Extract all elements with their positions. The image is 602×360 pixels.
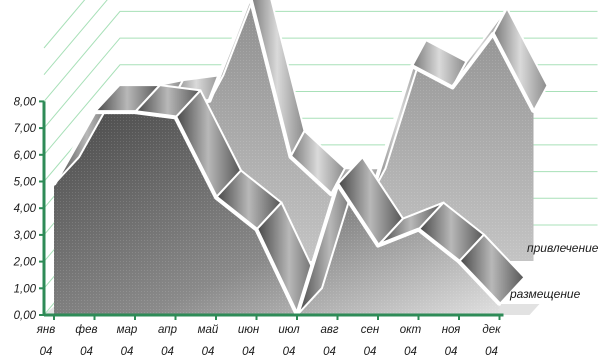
y-tick-label: 3,00 [14,230,37,242]
x-tick-label: ноя 04 [442,324,461,358]
legend-razmeshchenie: размещение [509,287,581,301]
privlechenie-point-11 [491,32,495,36]
y-tick-label: 1,00 [14,283,37,295]
x-tick-label: янв 04 [36,324,55,358]
razmeshchenie-point-11 [457,260,461,264]
razmeshchenie-point-1 [52,182,56,186]
razmeshchenie-point-3 [133,110,137,114]
razmeshchenie-point-8 [336,182,339,186]
razmeshchenie-point-5 [214,196,218,199]
labels: 0,00 1,00 2,00 3,00 4,00 5,00 6,00 7,00 8,00 янв 0… [13,96,599,358]
grid-line [43,0,108,76]
x-tick-label: июн 04 [238,324,260,358]
x-tick-label: апр 04 [158,324,178,358]
razmeshchenie-point-4 [174,115,177,119]
x-tick-label: мар 04 [117,324,138,358]
y-tick-label: 0,00 [14,310,37,322]
y-tick-label: 6,00 [14,150,37,162]
grid-line [43,0,86,49]
x-tick-label: сен 04 [361,324,380,358]
x-tick-label: авг 04 [320,324,338,358]
y-tick-label: 4,00 [14,203,37,215]
axes [39,100,504,320]
y-tick-label: 7,00 [14,123,37,135]
razmeshchenie-line [52,110,501,317]
grid-line [43,37,598,129]
privlechenie-point-12 [532,110,535,113]
y-tick-label: 2,00 [13,257,37,269]
grid-line [43,10,598,102]
privlechenie-point-4 [208,99,211,103]
privlechenie-point-6 [289,155,292,159]
privlechenie-point-10 [451,86,454,89]
y-tick-label: 8,00 [14,96,37,108]
privlechenie-point-9 [410,64,414,68]
x-tick-label: июл 04 [278,324,300,358]
series-razmeshchenie [52,84,526,317]
razmeshchenie-texture [54,112,500,315]
razmeshchenie-point-12 [498,302,501,306]
privlechenie-point-7 [329,192,333,196]
razmeshchenie-point-2 [93,110,96,114]
razmeshchenie-point-6 [255,228,258,232]
x-tick-label: фев 04 [75,324,97,358]
legend-privlechenie: привлечение [527,241,599,255]
razmeshchenie-point-10 [417,228,420,232]
y-tick-label: 5,00 [14,177,37,189]
razmeshchenie-point-9 [376,244,380,248]
x-tick-label: дек 04 [482,324,501,358]
x-tick-label: май 04 [198,324,219,358]
x-tick-label: окт 04 [400,324,422,358]
